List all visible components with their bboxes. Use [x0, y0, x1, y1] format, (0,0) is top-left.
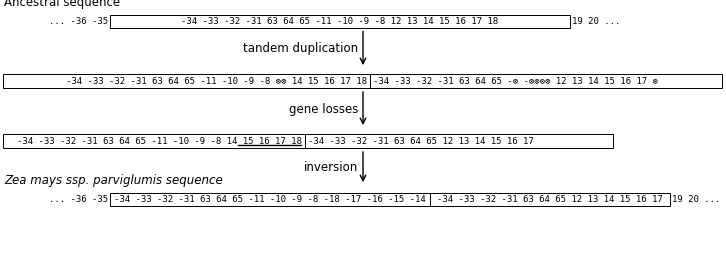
- Text: ... -36 -35: ... -36 -35: [49, 195, 108, 203]
- Text: -34 -33 -32 -31 63 64 65 -11 -10 -9 -8 12 13 14 15 16 17 18: -34 -33 -32 -31 63 64 65 -11 -10 -9 -8 1…: [182, 17, 499, 25]
- Bar: [110, 15, 570, 28]
- Text: inversion: inversion: [303, 161, 358, 174]
- Text: -34 -33 -32 -31 63 64 65 12 13 14 15 16 17: -34 -33 -32 -31 63 64 65 12 13 14 15 16 …: [437, 195, 663, 203]
- Bar: [430, 192, 670, 206]
- Text: -34 -33 -32 -31 63 64 65 -11 -10 -9 -8 14 15 16 17 18: -34 -33 -32 -31 63 64 65 -11 -10 -9 -8 1…: [17, 137, 302, 145]
- Text: -34 -33 -32 -31 63 64 65 12 13 14 15 16 17: -34 -33 -32 -31 63 64 65 12 13 14 15 16 …: [308, 137, 534, 145]
- Text: ... -36 -35: ... -36 -35: [49, 17, 108, 25]
- Bar: [3, 134, 613, 148]
- Text: -34 -33 -32 -31 63 64 65 -⊗ -⊗⊗⊗⊗ 12 13 14 15 16 17 ⊗: -34 -33 -32 -31 63 64 65 -⊗ -⊗⊗⊗⊗ 12 13 …: [373, 76, 658, 86]
- Text: Zea mays ssp. parviglumis sequence: Zea mays ssp. parviglumis sequence: [4, 174, 223, 187]
- Bar: [110, 192, 430, 206]
- Bar: [3, 74, 722, 88]
- Text: tandem duplication: tandem duplication: [243, 42, 358, 55]
- Text: Ancestral sequence: Ancestral sequence: [4, 0, 120, 9]
- Text: -34 -33 -32 -31 63 64 65 -11 -10 -9 -8 ⊗⊗ 14 15 16 17 18: -34 -33 -32 -31 63 64 65 -11 -10 -9 -8 ⊗…: [66, 76, 367, 86]
- Text: gene losses: gene losses: [289, 102, 358, 115]
- Text: 19 20 ...: 19 20 ...: [572, 17, 621, 25]
- Text: 19 20 ...: 19 20 ...: [672, 195, 720, 203]
- Text: -34 -33 -32 -31 63 64 65 -11 -10 -9 -8 -18 -17 -16 -15 -14: -34 -33 -32 -31 63 64 65 -11 -10 -9 -8 -…: [114, 195, 426, 203]
